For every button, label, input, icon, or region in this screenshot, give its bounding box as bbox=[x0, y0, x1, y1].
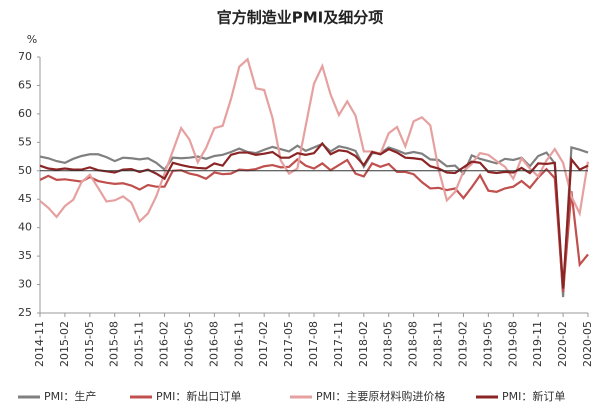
y-tick-label: 65 bbox=[18, 78, 32, 91]
y-tick-label: 55 bbox=[18, 135, 32, 148]
x-tick-label: 2018-11 bbox=[432, 321, 445, 367]
legend-label: PMI：生产 bbox=[44, 389, 96, 403]
x-tick-label: 2019-11 bbox=[531, 321, 544, 367]
x-tick-label: 2016-08 bbox=[207, 321, 220, 367]
x-tick-label: 2019-02 bbox=[456, 321, 469, 367]
y-tick-label: 40 bbox=[18, 221, 32, 234]
series-line bbox=[39, 57, 590, 224]
series-line bbox=[39, 141, 589, 289]
x-tick-label: 2019-08 bbox=[506, 321, 519, 367]
y-tick-label: 30 bbox=[18, 278, 32, 291]
series-line bbox=[39, 157, 589, 293]
x-tick-label: 2015-02 bbox=[58, 321, 71, 367]
legend-label: PMI：新出口订单 bbox=[156, 389, 241, 403]
x-tick-label: 2020-05 bbox=[581, 321, 594, 367]
x-tick-label: 2017-02 bbox=[257, 321, 270, 367]
x-tick-label: 2015-11 bbox=[133, 321, 146, 367]
y-tick-label: 25 bbox=[18, 306, 32, 319]
y-tick-label: 45 bbox=[18, 192, 32, 205]
x-tick-label: 2015-05 bbox=[83, 321, 96, 367]
x-tick-label: 2018-05 bbox=[382, 321, 395, 367]
legend-label: PMI：新订单 bbox=[502, 389, 565, 403]
x-tick-label: 2018-02 bbox=[357, 321, 370, 367]
x-tick-label: 2016-05 bbox=[182, 321, 195, 367]
y-tick-label: 60 bbox=[18, 107, 32, 120]
chart-title: 官方制造业PMI及细分项 bbox=[217, 9, 384, 27]
x-tick-label: 2016-11 bbox=[232, 321, 245, 367]
y-axis-label: % bbox=[27, 33, 37, 46]
x-tick-label: 2015-08 bbox=[108, 321, 121, 367]
legend-label: PMI：主要原材料购进价格 bbox=[316, 389, 445, 403]
x-tick-label: 2019-05 bbox=[481, 321, 494, 367]
x-tick-label: 2020-02 bbox=[556, 321, 569, 367]
x-tick-label: 2016-02 bbox=[158, 321, 171, 367]
x-tick-label: 2017-08 bbox=[307, 321, 320, 367]
series-line bbox=[39, 142, 589, 298]
y-tick-label: 50 bbox=[18, 164, 32, 177]
y-tick-label: 70 bbox=[18, 50, 32, 63]
x-tick-label: 2017-05 bbox=[282, 321, 295, 367]
x-tick-label: 2014-11 bbox=[33, 321, 46, 367]
y-tick-label: 35 bbox=[18, 249, 32, 262]
x-tick-label: 2018-08 bbox=[407, 321, 420, 367]
x-tick-label: 2017-11 bbox=[332, 321, 345, 367]
